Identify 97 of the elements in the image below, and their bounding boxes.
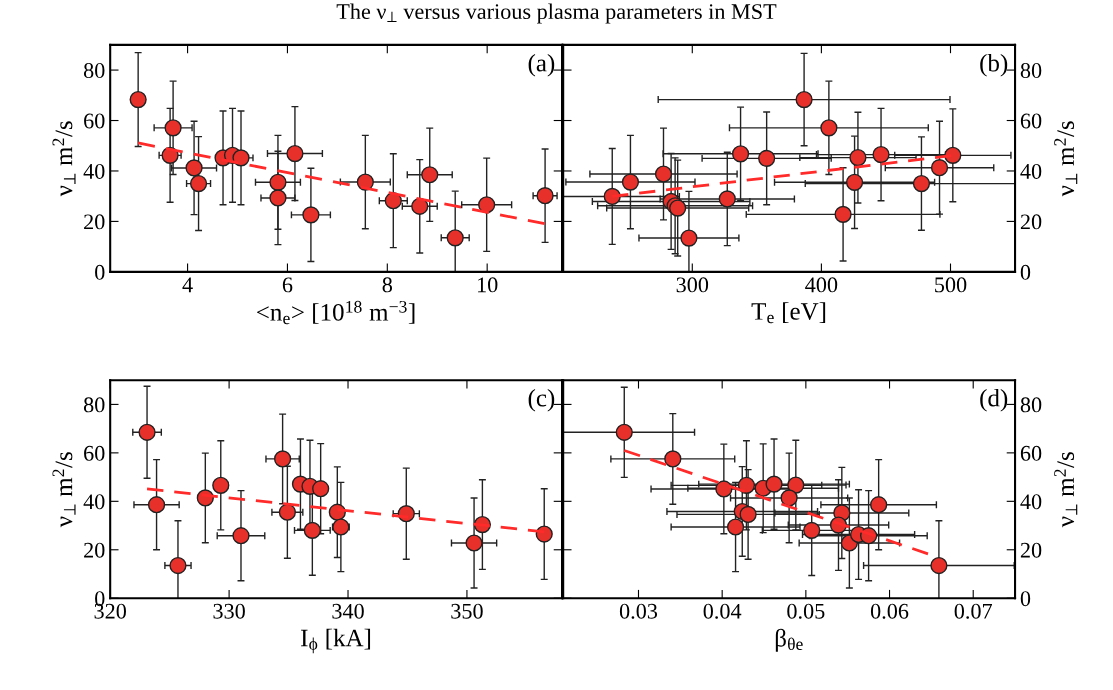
y-axis-title: ν$_{⊥}$ m$^{2}$/s	[52, 121, 76, 197]
x-tick-label: 0.07	[954, 603, 993, 619]
point	[274, 450, 292, 468]
point	[278, 503, 296, 521]
y-tick-label: 80	[83, 63, 105, 78]
point	[169, 556, 187, 575]
x-tick-label: 6	[282, 277, 293, 293]
point	[303, 521, 321, 540]
point	[870, 496, 888, 514]
point	[930, 159, 949, 177]
point	[232, 149, 250, 167]
point	[718, 190, 736, 208]
x-tick-label: 350	[451, 603, 483, 619]
y-tick-label: 80	[83, 397, 105, 413]
point	[664, 450, 682, 468]
x-tick-label: 300	[676, 277, 709, 293]
point	[446, 229, 464, 247]
y-tick-label: 40	[83, 163, 105, 179]
y-axis-title: ν$_{⊥}$ m$^{2}$/s	[52, 452, 76, 528]
y2-tick-label: 40	[1020, 163, 1042, 179]
point	[726, 518, 745, 536]
point	[787, 476, 805, 494]
point	[465, 534, 483, 552]
point	[164, 119, 182, 137]
point	[312, 480, 330, 498]
point	[147, 496, 166, 514]
y2-tick-label: 80	[1020, 397, 1042, 413]
point	[737, 476, 756, 494]
point	[912, 174, 931, 193]
point	[849, 148, 867, 167]
y-tick-label: 40	[83, 494, 105, 510]
y2-tick-label: 20	[1020, 214, 1042, 230]
x-tick-label: 0.03	[619, 603, 658, 619]
y2-axis-title: ν$_{⊥}$ m$^{2}$/s	[1054, 121, 1078, 197]
y-tick-label: 20	[84, 214, 105, 230]
y-tick-label: 60	[84, 113, 105, 129]
point	[872, 145, 890, 164]
y2-axis-title: ν$_{⊥}$ m$^{2}$/s	[1054, 452, 1078, 528]
point	[731, 145, 750, 163]
x-tick-label: 500	[935, 277, 967, 293]
point	[654, 165, 673, 183]
point	[478, 196, 496, 214]
x-tick-label: 340	[332, 603, 364, 619]
x-tick-label: 10	[478, 277, 498, 293]
y2-tick-label: 0	[1020, 264, 1031, 280]
point	[845, 173, 864, 191]
point	[138, 423, 156, 441]
x-tick-label: 0.05	[787, 603, 825, 619]
y2-tick-label: 20	[1020, 542, 1042, 558]
y2-tick-label: 80	[1020, 63, 1042, 78]
point	[765, 475, 783, 493]
point	[129, 90, 147, 109]
x-axis-title: T$_{e}$ [eV]	[751, 302, 826, 324]
annotation: (a)	[528, 53, 555, 77]
annotation: (d)	[980, 388, 1008, 412]
x-axis-title: <n$_{e}$> [10$^{18}$ m$^{−3}$]	[257, 300, 415, 325]
y2-tick-label: 60	[1020, 113, 1042, 129]
x-tick-label: 330	[213, 603, 245, 619]
point	[715, 480, 733, 498]
point	[332, 518, 350, 536]
x-tick-label: 400	[805, 277, 838, 293]
y2-tick-label: 40	[1020, 494, 1042, 510]
point	[758, 149, 776, 167]
x-axis-title: I$_{ϕ}$ [kA]	[301, 628, 371, 654]
point	[185, 159, 203, 177]
x-tick-label: 8	[382, 277, 393, 293]
point	[621, 173, 640, 191]
point	[536, 187, 554, 205]
point	[795, 90, 813, 109]
point	[421, 166, 439, 184]
point	[189, 174, 208, 193]
x-tick-label: 0.06	[870, 603, 909, 619]
point	[803, 521, 821, 540]
y2-tick-label: 0	[1020, 591, 1031, 607]
y-tick-label: 20	[84, 542, 105, 558]
point	[780, 489, 798, 507]
annotation: (c)	[528, 388, 555, 412]
y2-tick-label: 60	[1020, 445, 1042, 461]
point	[269, 189, 287, 207]
point	[615, 423, 633, 441]
x-axis-title: β$_{θe}$	[775, 628, 803, 652]
point	[944, 146, 962, 164]
point	[930, 556, 948, 575]
y-tick-label: 0	[95, 264, 105, 280]
point	[834, 205, 852, 223]
annotation: (b)	[980, 53, 1008, 77]
x-tick-label: 0.04	[703, 603, 742, 619]
chart-title: The ν$_{⊥}$ versus various plasma parameters in MST	[336, 3, 777, 24]
point	[232, 527, 250, 545]
point	[680, 229, 698, 247]
x-tick-label: 4	[182, 277, 193, 293]
y-tick-label: 60	[84, 445, 105, 461]
point	[302, 206, 320, 224]
point	[286, 144, 304, 163]
point	[269, 173, 287, 191]
point	[739, 505, 757, 524]
point	[820, 119, 838, 137]
